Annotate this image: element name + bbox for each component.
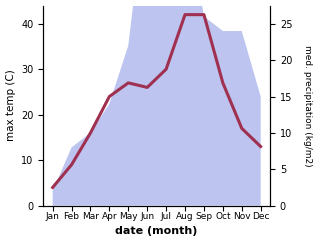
- X-axis label: date (month): date (month): [115, 227, 198, 236]
- Y-axis label: med. precipitation (kg/m2): med. precipitation (kg/m2): [303, 45, 313, 166]
- Y-axis label: max temp (C): max temp (C): [5, 70, 16, 142]
